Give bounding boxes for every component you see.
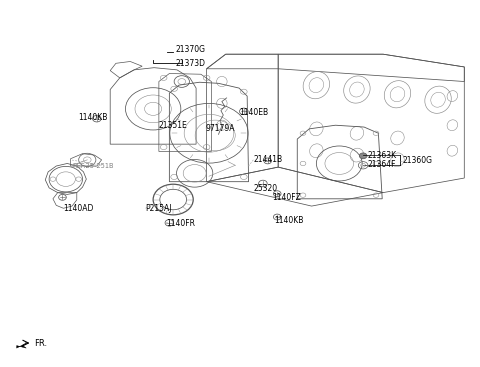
Text: 21351E: 21351E: [159, 121, 188, 130]
Text: 97179A: 97179A: [205, 124, 235, 133]
Text: 21364F: 21364F: [368, 160, 396, 169]
Text: 1140EB: 1140EB: [239, 108, 268, 117]
Text: 1140KB: 1140KB: [78, 113, 107, 122]
Text: 21441B: 21441B: [253, 155, 283, 164]
Text: 21373D: 21373D: [176, 59, 205, 68]
Text: P215AJ: P215AJ: [145, 204, 172, 214]
Text: FR.: FR.: [34, 339, 47, 348]
Text: 1140KB: 1140KB: [275, 216, 304, 225]
Text: 25320: 25320: [253, 184, 277, 193]
Text: 21360G: 21360G: [402, 156, 432, 166]
Text: REF.25-251B: REF.25-251B: [72, 163, 113, 169]
Text: 21370G: 21370G: [176, 45, 205, 54]
Text: 21363K: 21363K: [368, 151, 397, 160]
Text: 1140FR: 1140FR: [166, 219, 195, 228]
Text: 1140AD: 1140AD: [63, 204, 94, 214]
Polygon shape: [17, 343, 26, 348]
Circle shape: [360, 153, 367, 159]
Text: 1140FZ: 1140FZ: [273, 193, 301, 202]
